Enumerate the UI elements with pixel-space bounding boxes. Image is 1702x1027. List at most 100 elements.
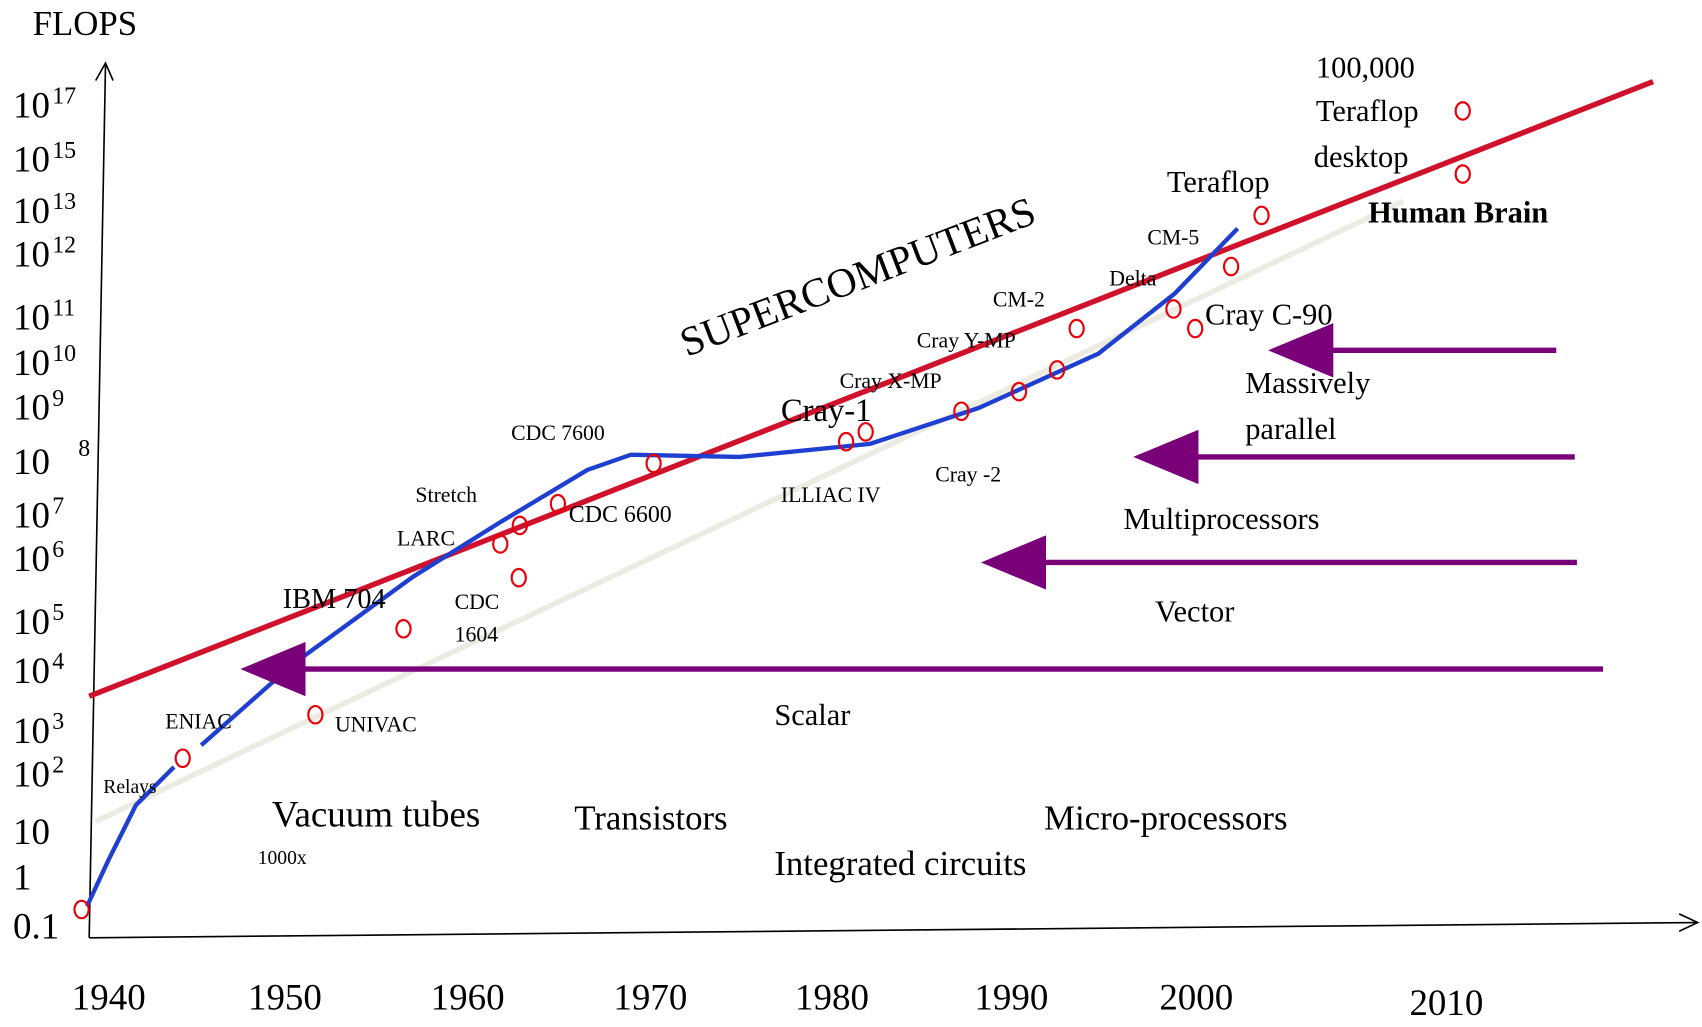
y-tick-label: 1 [13,857,31,898]
annotation: 1604 [455,622,499,646]
point [510,567,527,588]
point [1187,318,1204,339]
point [511,515,529,536]
y-tick-exp: 13 [52,189,76,215]
annotation: CM-2 [993,287,1045,311]
y-tick-exp: 12 [52,232,76,258]
annotation: Scalar [774,698,850,732]
annotation: CDC 6600 [569,502,672,528]
annotation: 1000x [258,848,307,869]
annotation: Cray-1 [781,393,872,429]
annotation: Transistors [574,798,727,837]
y-tick-label: 10 [13,494,50,535]
point [549,493,567,514]
trend-line [94,198,1405,824]
point [1454,101,1471,121]
y-tick-label: 10 [13,84,50,125]
y-tick-exp: 4 [52,649,64,675]
point [1222,256,1240,277]
annotation: CDC 7600 [511,421,605,445]
y-tick-label: 10 [13,233,50,274]
y-tick-exp: 17 [52,83,76,109]
point [174,748,191,769]
annotation: CM-5 [1147,225,1199,249]
annotation: parallel [1245,412,1336,446]
point [1165,299,1182,319]
x-tick-label: 1980 [795,976,869,1017]
y-tick-exp: 7 [52,494,64,520]
annotation: 100,000 [1316,51,1415,85]
annotation: Cray C-90 [1205,298,1333,332]
x-tick-label: 1940 [72,976,146,1017]
y-tick-label: 10 [13,601,50,642]
annotation: Teraflop [1167,165,1270,199]
annotation: Delta [1109,267,1156,291]
point [395,619,412,639]
annotation: Relays [103,777,156,798]
x-tick-label: 2010 [1409,982,1483,1023]
annotation: Integrated circuits [774,844,1026,883]
y-tick-label: 10 [13,538,50,579]
point [645,453,662,474]
annotation: UNIVAC [335,713,417,737]
point [1048,360,1066,380]
point [492,534,509,554]
point [307,704,324,725]
curve [199,226,1240,747]
annotation: IBM 704 [283,584,386,615]
y-title: FLOPS [33,4,137,43]
x-tick-label: 1970 [613,976,687,1017]
annotation: Massively [1245,366,1371,400]
arrows [240,323,1604,697]
annotation: Human Brain [1368,195,1548,229]
y-tick-label: 10 [13,753,50,794]
annotation: ILLIAC IV [781,483,881,507]
y-axis [88,65,107,938]
point [1010,381,1028,402]
y-tick-label: 10 [13,710,50,751]
x-tick-label: 2000 [1159,976,1233,1017]
x-tick-label: 1950 [248,976,322,1017]
y-arrow [94,61,114,81]
annotation: CDC [455,590,500,614]
annotation: ENIAC [165,709,231,733]
annotation: Cray X-MP [840,369,942,393]
points [73,101,1471,920]
point [953,401,970,422]
x-axis [89,921,1697,939]
y-tick-label: 10 [13,342,50,383]
curve [85,765,176,908]
y-tick-label: 10 [13,139,50,180]
point [837,431,855,452]
annotation: Vector [1155,595,1234,629]
y-tick-exp: 3 [52,709,64,735]
y-tick-exp: 2 [52,752,64,778]
y-tick-label: 10 [13,811,50,852]
y-tick-label: 10 [13,190,50,231]
y-tick-exp: 8 [78,436,90,462]
y-tick-label: 10 [13,387,50,428]
point [1253,205,1270,226]
y-tick-label: 10 [13,650,50,691]
y-tick-label: 10 [13,441,50,482]
y-tick-label: 10 [13,296,50,337]
x-arrow [1678,913,1700,933]
annotation: Stretch [415,483,477,507]
trend-line [88,79,1655,699]
annotation: desktop [1314,140,1409,174]
y-tick-exp: 15 [52,138,76,164]
y-tick-exp: 5 [52,600,64,626]
y-tick-exp: 9 [52,386,64,412]
annotation: LARC [397,527,455,551]
x-tick-label: 1960 [431,976,505,1017]
y-tick-exp: 11 [52,296,75,322]
annotation: Vacuum tubes [272,794,480,835]
point [857,422,874,442]
annotation: Teraflop [1316,94,1419,128]
y-tick-exp: 6 [52,537,64,563]
annotation: Micro-processors [1044,798,1287,837]
annotation: Multiprocessors [1123,502,1319,536]
point [73,899,90,920]
y-tick-exp: 10 [52,341,76,367]
